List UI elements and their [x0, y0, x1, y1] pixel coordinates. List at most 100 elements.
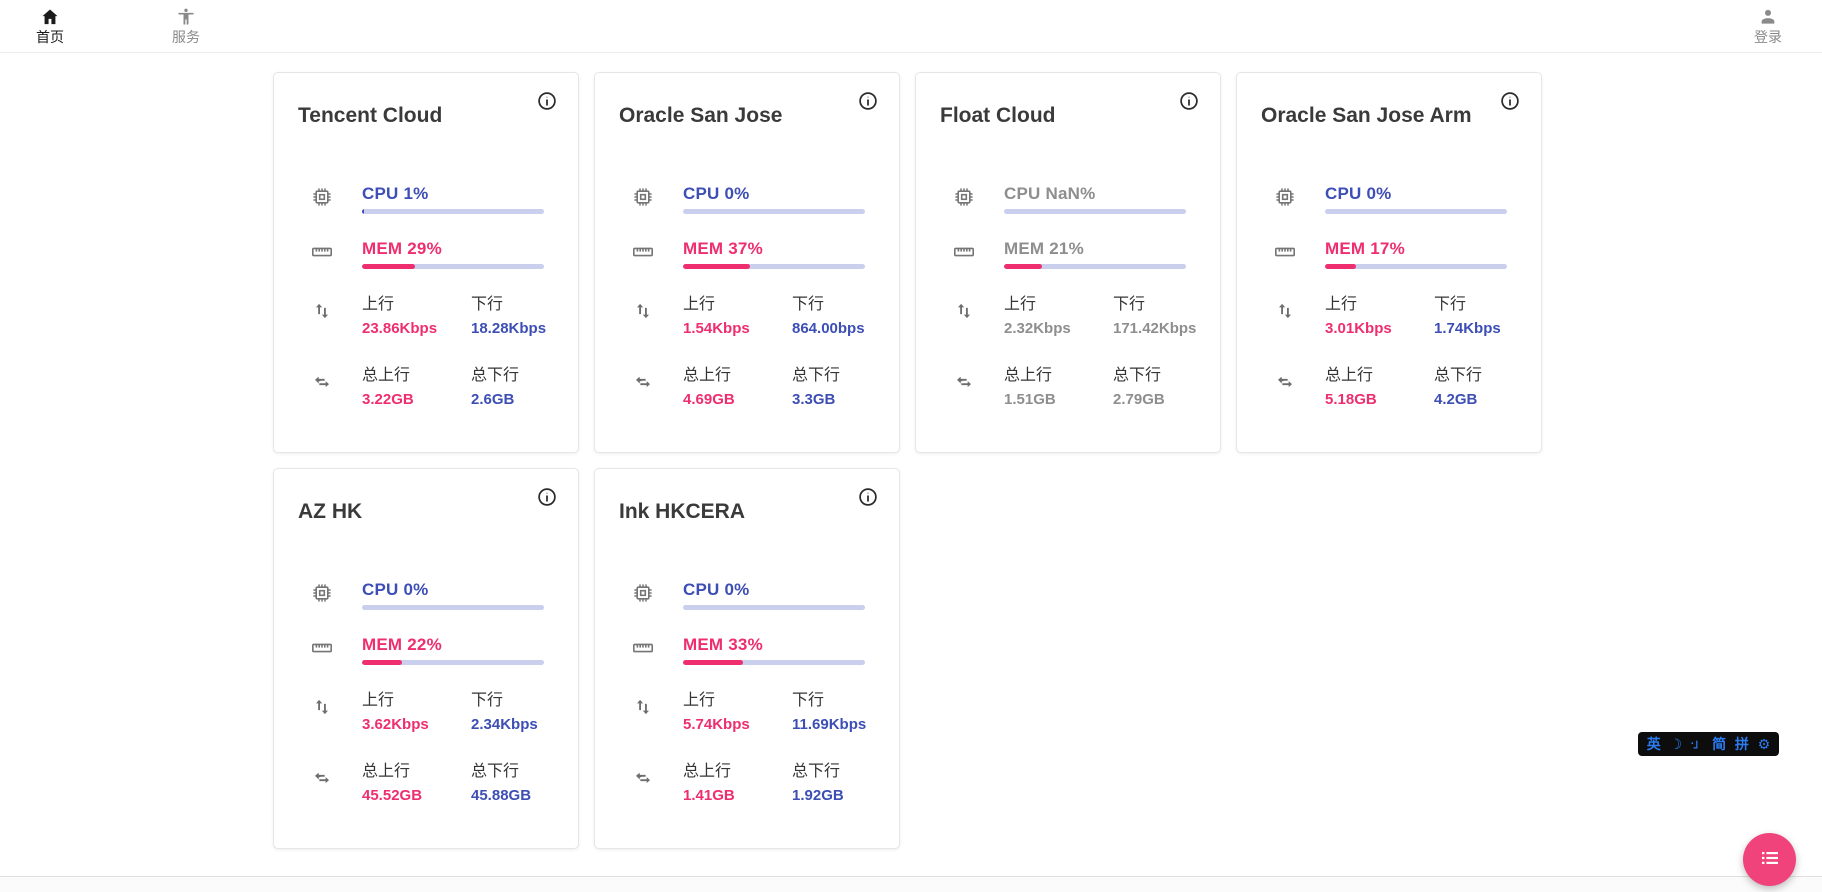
home-icon	[40, 7, 60, 27]
total-download-label: 总下行	[1113, 367, 1162, 384]
mem-row: MEM 22%	[274, 636, 578, 665]
gear-icon[interactable]: ⚙	[1757, 736, 1771, 752]
nav-item-services[interactable]: 服务	[166, 7, 206, 45]
total-download-label: 总下行	[471, 367, 520, 384]
cpu-progress-track	[362, 605, 544, 610]
upload-label: 上行	[683, 296, 716, 313]
download-label: 下行	[471, 692, 504, 709]
server-card: Ink HKCERA	[594, 468, 900, 849]
cpu-usage-label: CPU 0%	[683, 580, 750, 599]
mem-progress-track	[683, 264, 865, 269]
server-name: Oracle San Jose	[619, 104, 783, 127]
nav-item-label: 服务	[172, 29, 200, 45]
info-button[interactable]	[855, 485, 881, 511]
upload-label: 上行	[362, 296, 395, 313]
total-traffic-row: 总上行 4.69GB 总下行 3.3GB	[595, 366, 899, 409]
total-download-value: 45.88GB	[471, 787, 532, 804]
cpu-percent: NaN%	[1045, 184, 1096, 203]
total-upload-value: 3.22GB	[362, 391, 414, 408]
cpu-chip-icon	[310, 581, 334, 605]
cpu-bar-fill	[362, 209, 364, 214]
upload-speed: 2.32Kbps	[1004, 320, 1071, 337]
ime-simplified-toggle[interactable]: 简	[1712, 736, 1727, 752]
cpu-usage-label: CPU 1%	[362, 184, 429, 203]
cpu-usage-label: CPU 0%	[1325, 184, 1392, 203]
total-traffic-row: 总上行 5.18GB 总下行 4.2GB	[1237, 366, 1541, 409]
ime-pinyin-toggle[interactable]: 拼	[1734, 736, 1749, 752]
swap-arrows-icon	[952, 366, 976, 392]
ruler-icon	[631, 636, 655, 660]
server-list-fab[interactable]	[1743, 833, 1796, 886]
moon-icon[interactable]: ☽	[1669, 736, 1683, 752]
info-button[interactable]	[855, 89, 881, 115]
cpu-progress-track	[683, 605, 865, 610]
swap-arrows-icon	[1273, 366, 1297, 392]
cpu-percent: 0%	[724, 184, 750, 203]
server-name: Oracle San Jose Arm	[1261, 104, 1472, 127]
network-speed-row: 上行 3.62Kbps 下行 2.34Kbps	[274, 691, 578, 734]
mem-progress-track	[683, 660, 865, 665]
info-button[interactable]	[1176, 89, 1202, 115]
upload-label: 上行	[362, 692, 395, 709]
swap-arrows-icon	[631, 366, 655, 392]
download-speed: 1.74Kbps	[1434, 320, 1501, 337]
ruler-icon	[952, 240, 976, 264]
total-upload-value: 5.18GB	[1325, 391, 1377, 408]
ruler-icon	[1273, 240, 1297, 264]
upload-speed: 3.62Kbps	[362, 716, 429, 733]
server-name: AZ HK	[298, 500, 363, 523]
info-icon	[536, 486, 558, 511]
cpu-row: CPU 0%	[595, 185, 899, 214]
cpu-row: CPU 0%	[274, 581, 578, 610]
cpu-progress-track	[1325, 209, 1507, 214]
mem-row: MEM 29%	[274, 240, 578, 269]
total-upload-label: 总上行	[683, 367, 732, 384]
up-down-arrows-icon	[310, 691, 334, 717]
cpu-row: CPU 0%	[1237, 185, 1541, 214]
network-speed-row: 上行 1.54Kbps 下行 864.00bps	[595, 295, 899, 338]
download-label: 下行	[471, 296, 504, 313]
cpu-chip-icon	[631, 581, 655, 605]
upload-label: 上行	[1325, 296, 1358, 313]
info-button[interactable]	[534, 485, 560, 511]
mem-percent: 33%	[728, 635, 763, 654]
mem-row: MEM 21%	[916, 240, 1220, 269]
server-name: Ink HKCERA	[619, 500, 746, 523]
info-button[interactable]	[534, 89, 560, 115]
total-download-label: 总下行	[471, 763, 520, 780]
total-download-value: 4.2GB	[1434, 391, 1478, 408]
cpu-progress-track	[683, 209, 865, 214]
nav-item-label: 首页	[36, 29, 64, 45]
mem-row: MEM 37%	[595, 240, 899, 269]
upload-label: 上行	[683, 692, 716, 709]
network-speed-row: 上行 2.32Kbps 下行 171.42Kbps	[916, 295, 1220, 338]
info-icon	[857, 486, 879, 511]
total-upload-value: 45.52GB	[362, 787, 423, 804]
mem-progress-track	[362, 264, 544, 269]
mem-progress-track	[362, 660, 544, 665]
info-icon	[536, 90, 558, 115]
total-upload-label: 总上行	[362, 763, 411, 780]
footer-divider	[0, 876, 1822, 892]
swap-arrows-icon	[631, 762, 655, 788]
mem-row: MEM 33%	[595, 636, 899, 665]
upload-speed: 3.01Kbps	[1325, 320, 1392, 337]
total-traffic-row: 总上行 45.52GB 总下行 45.88GB	[274, 762, 578, 805]
cpu-row: CPU 1%	[274, 185, 578, 214]
info-icon	[857, 90, 879, 115]
cpu-chip-icon	[952, 185, 976, 209]
total-traffic-row: 总上行 3.22GB 总下行 2.6GB	[274, 366, 578, 409]
total-download-value: 2.79GB	[1113, 391, 1165, 408]
info-button[interactable]	[1497, 89, 1523, 115]
nav-item-login[interactable]: 登录	[1748, 7, 1788, 45]
ruler-icon	[310, 240, 334, 264]
server-card: Float Cloud	[915, 72, 1221, 453]
ime-punctuation-toggle[interactable]: ·」	[1690, 738, 1705, 750]
ime-language-toggle[interactable]: 英	[1646, 736, 1661, 752]
total-traffic-row: 总上行 1.51GB 总下行 2.79GB	[916, 366, 1220, 409]
upload-label: 上行	[1004, 296, 1037, 313]
network-speed-row: 上行 5.74Kbps 下行 11.69Kbps	[595, 691, 899, 734]
cpu-percent: 0%	[403, 580, 429, 599]
ruler-icon	[310, 636, 334, 660]
nav-item-home[interactable]: 首页	[30, 7, 70, 45]
